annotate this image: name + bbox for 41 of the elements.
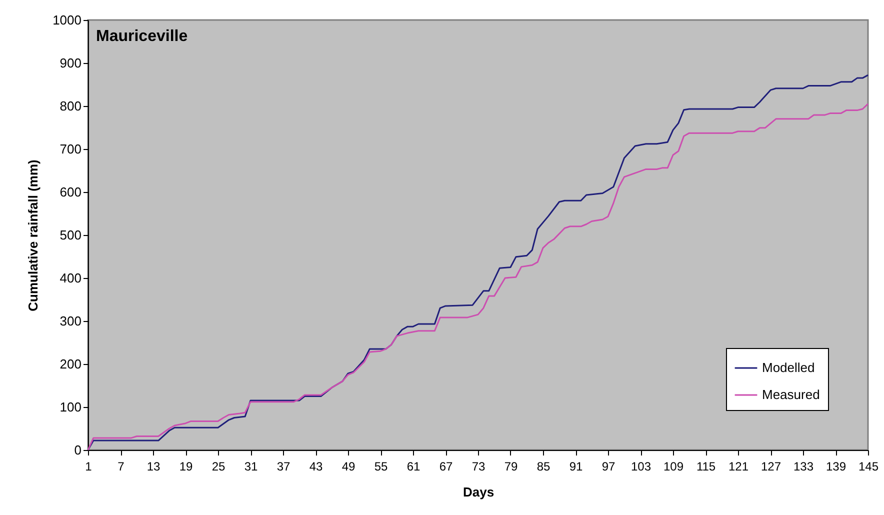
x-tick-label: 133 [793, 460, 814, 474]
x-tick-label: 61 [406, 460, 420, 474]
x-tick-label: 145 [858, 460, 879, 474]
chart-title: Mauriceville [96, 28, 188, 45]
x-tick-label: 127 [760, 460, 782, 474]
x-tick-label: 139 [826, 460, 846, 474]
y-tick-label: 0 [74, 442, 82, 458]
y-tick-label: 900 [60, 56, 82, 70]
legend-label: Measured [762, 387, 820, 402]
x-tick-label: 19 [179, 460, 193, 474]
x-tick-label: 37 [276, 460, 290, 474]
x-tick-label: 7 [118, 460, 125, 474]
x-tick-label: 55 [374, 460, 388, 474]
y-tick-label: 500 [60, 228, 82, 242]
x-tick-label: 31 [244, 460, 258, 474]
y-tick-label: 700 [60, 142, 82, 156]
x-tick-label: 73 [472, 460, 486, 474]
x-axis-title: Days [462, 484, 494, 500]
x-tick-label: 79 [504, 460, 518, 474]
x-tick-label: 109 [663, 460, 684, 474]
x-tick-label: 13 [146, 460, 160, 474]
y-tick-label: 800 [60, 98, 82, 114]
y-axis-title: Cumulative rainfall (mm) [26, 160, 41, 312]
y-tick-label: 300 [60, 314, 82, 328]
x-tick-label: 25 [212, 460, 226, 474]
legend-label: Modelled [762, 360, 815, 375]
x-tick-label: 1 [85, 460, 92, 474]
y-tick-label: 200 [60, 356, 82, 372]
x-tick-label: 115 [696, 460, 716, 474]
y-tick-label: 600 [60, 184, 82, 200]
x-tick-label: 91 [569, 460, 583, 474]
x-tick-label: 97 [602, 460, 616, 474]
x-tick-label: 85 [536, 460, 550, 474]
y-tick-label: 1000 [52, 12, 82, 28]
x-tick-label: 67 [439, 460, 453, 474]
x-tick-label: 103 [630, 460, 652, 474]
x-tick-label: 43 [309, 460, 323, 474]
x-tick-label: 121 [728, 460, 749, 474]
x-tick-label: 49 [342, 460, 356, 474]
y-tick-label: 100 [60, 400, 82, 414]
y-tick-label: 400 [60, 270, 82, 286]
